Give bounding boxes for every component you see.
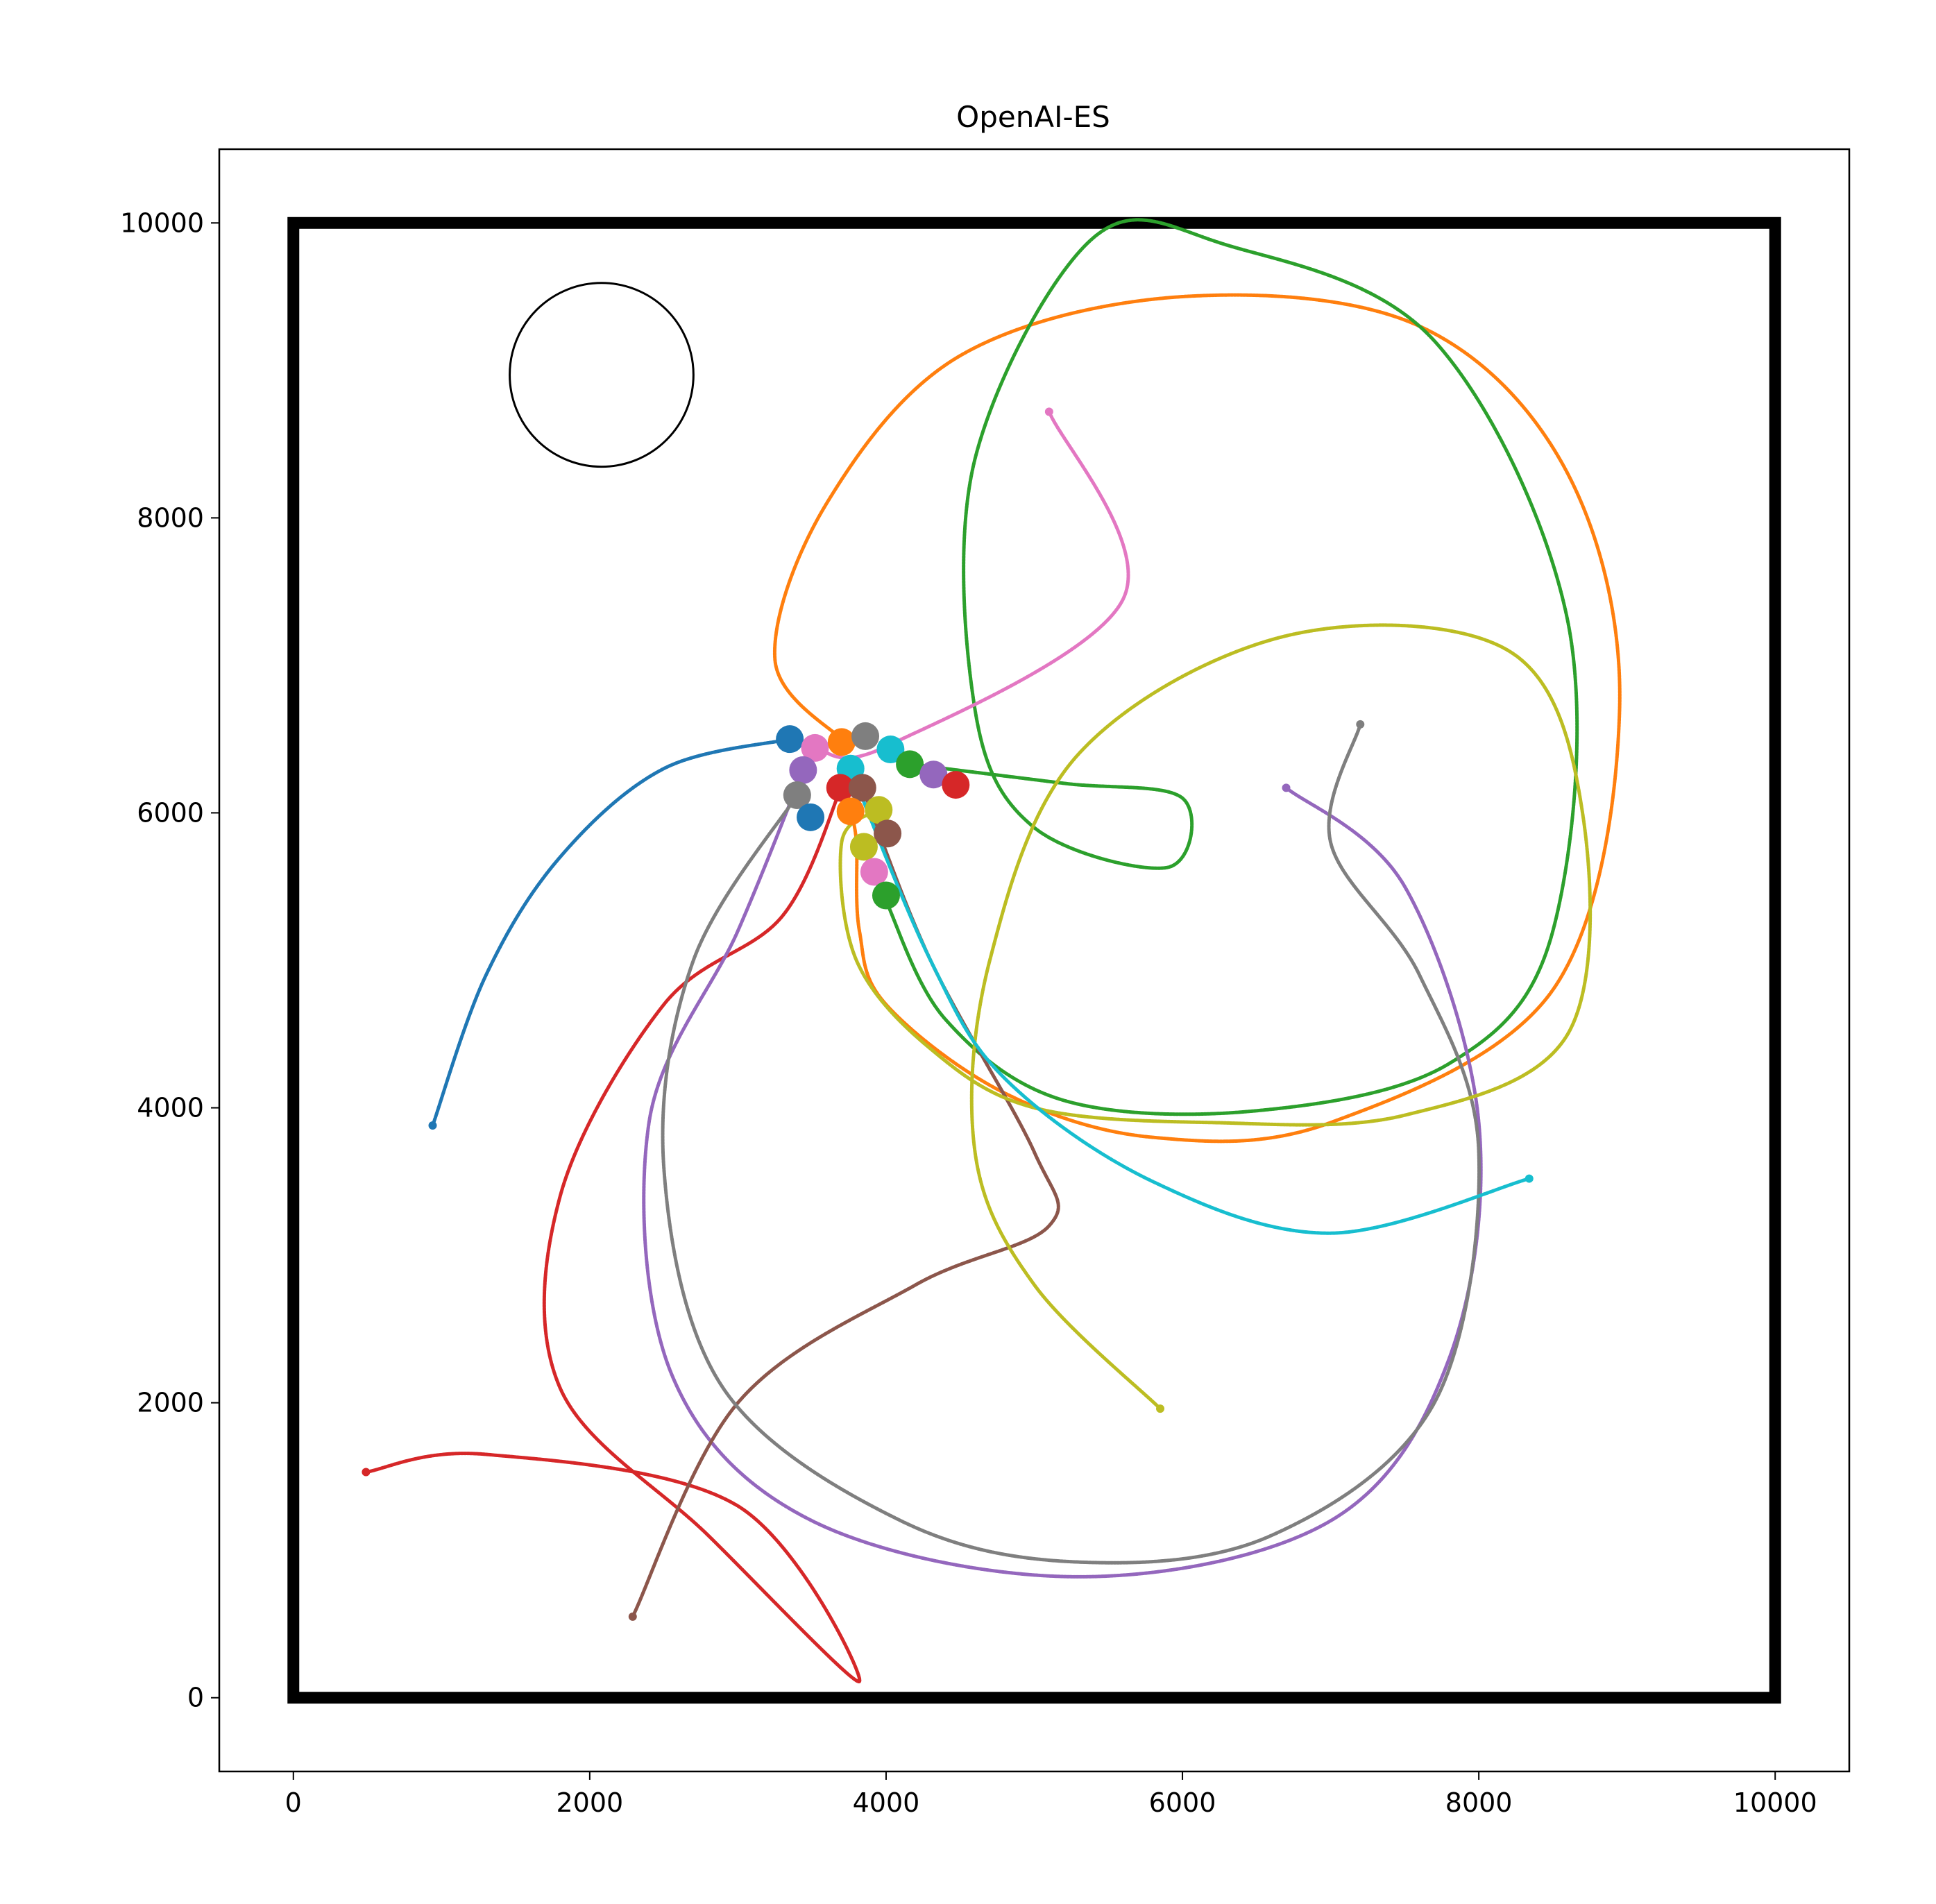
y-tick-label: 4000	[137, 1093, 204, 1123]
start-marker-15	[837, 797, 865, 825]
start-marker-19	[860, 858, 888, 885]
start-marker-1	[776, 725, 804, 753]
start-marker-5	[789, 756, 817, 784]
y-tick-label: 2000	[137, 1388, 204, 1418]
trajectory-end-point-4	[362, 1468, 370, 1477]
trajectory-end-point-5	[1282, 783, 1291, 792]
trajectory-end-point-1	[429, 1121, 437, 1130]
start-marker-8	[896, 750, 924, 778]
start-marker-3	[828, 728, 856, 756]
start-marker-17	[874, 819, 901, 847]
start-marker-14	[797, 804, 824, 831]
trajectory-end-point-9	[1156, 1404, 1164, 1413]
chart-title: OpenAI-ES	[956, 100, 1110, 134]
x-tick-label: 10000	[1733, 1787, 1817, 1818]
start-marker-20	[872, 881, 900, 909]
x-tick-label: 0	[285, 1787, 302, 1818]
y-tick-label: 10000	[120, 207, 204, 238]
x-tick-label: 2000	[557, 1787, 624, 1818]
start-marker-13	[849, 774, 876, 801]
start-marker-16	[865, 796, 892, 824]
y-tick-label: 6000	[137, 797, 204, 828]
start-marker-4	[851, 722, 879, 750]
trajectory-end-point-10	[1525, 1175, 1534, 1183]
x-tick-label: 8000	[1445, 1787, 1513, 1818]
start-marker-18	[850, 833, 878, 860]
trajectory-end-point-8	[1356, 720, 1364, 729]
start-marker-10	[942, 771, 969, 799]
x-tick-label: 6000	[1149, 1787, 1216, 1818]
y-tick-label: 8000	[137, 502, 204, 533]
trajectory-end-point-7	[1045, 407, 1053, 416]
y-tick-label: 0	[187, 1683, 204, 1713]
x-tick-label: 4000	[853, 1787, 920, 1818]
trajectory-end-point-6	[629, 1613, 637, 1621]
